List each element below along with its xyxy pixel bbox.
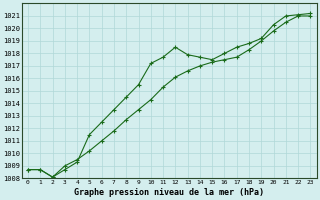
X-axis label: Graphe pression niveau de la mer (hPa): Graphe pression niveau de la mer (hPa) (74, 188, 264, 197)
